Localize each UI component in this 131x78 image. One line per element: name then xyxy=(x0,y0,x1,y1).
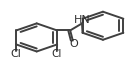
Text: Cl: Cl xyxy=(11,49,22,59)
Text: HN: HN xyxy=(74,15,91,25)
Text: O: O xyxy=(69,39,78,49)
Text: Cl: Cl xyxy=(51,49,62,59)
